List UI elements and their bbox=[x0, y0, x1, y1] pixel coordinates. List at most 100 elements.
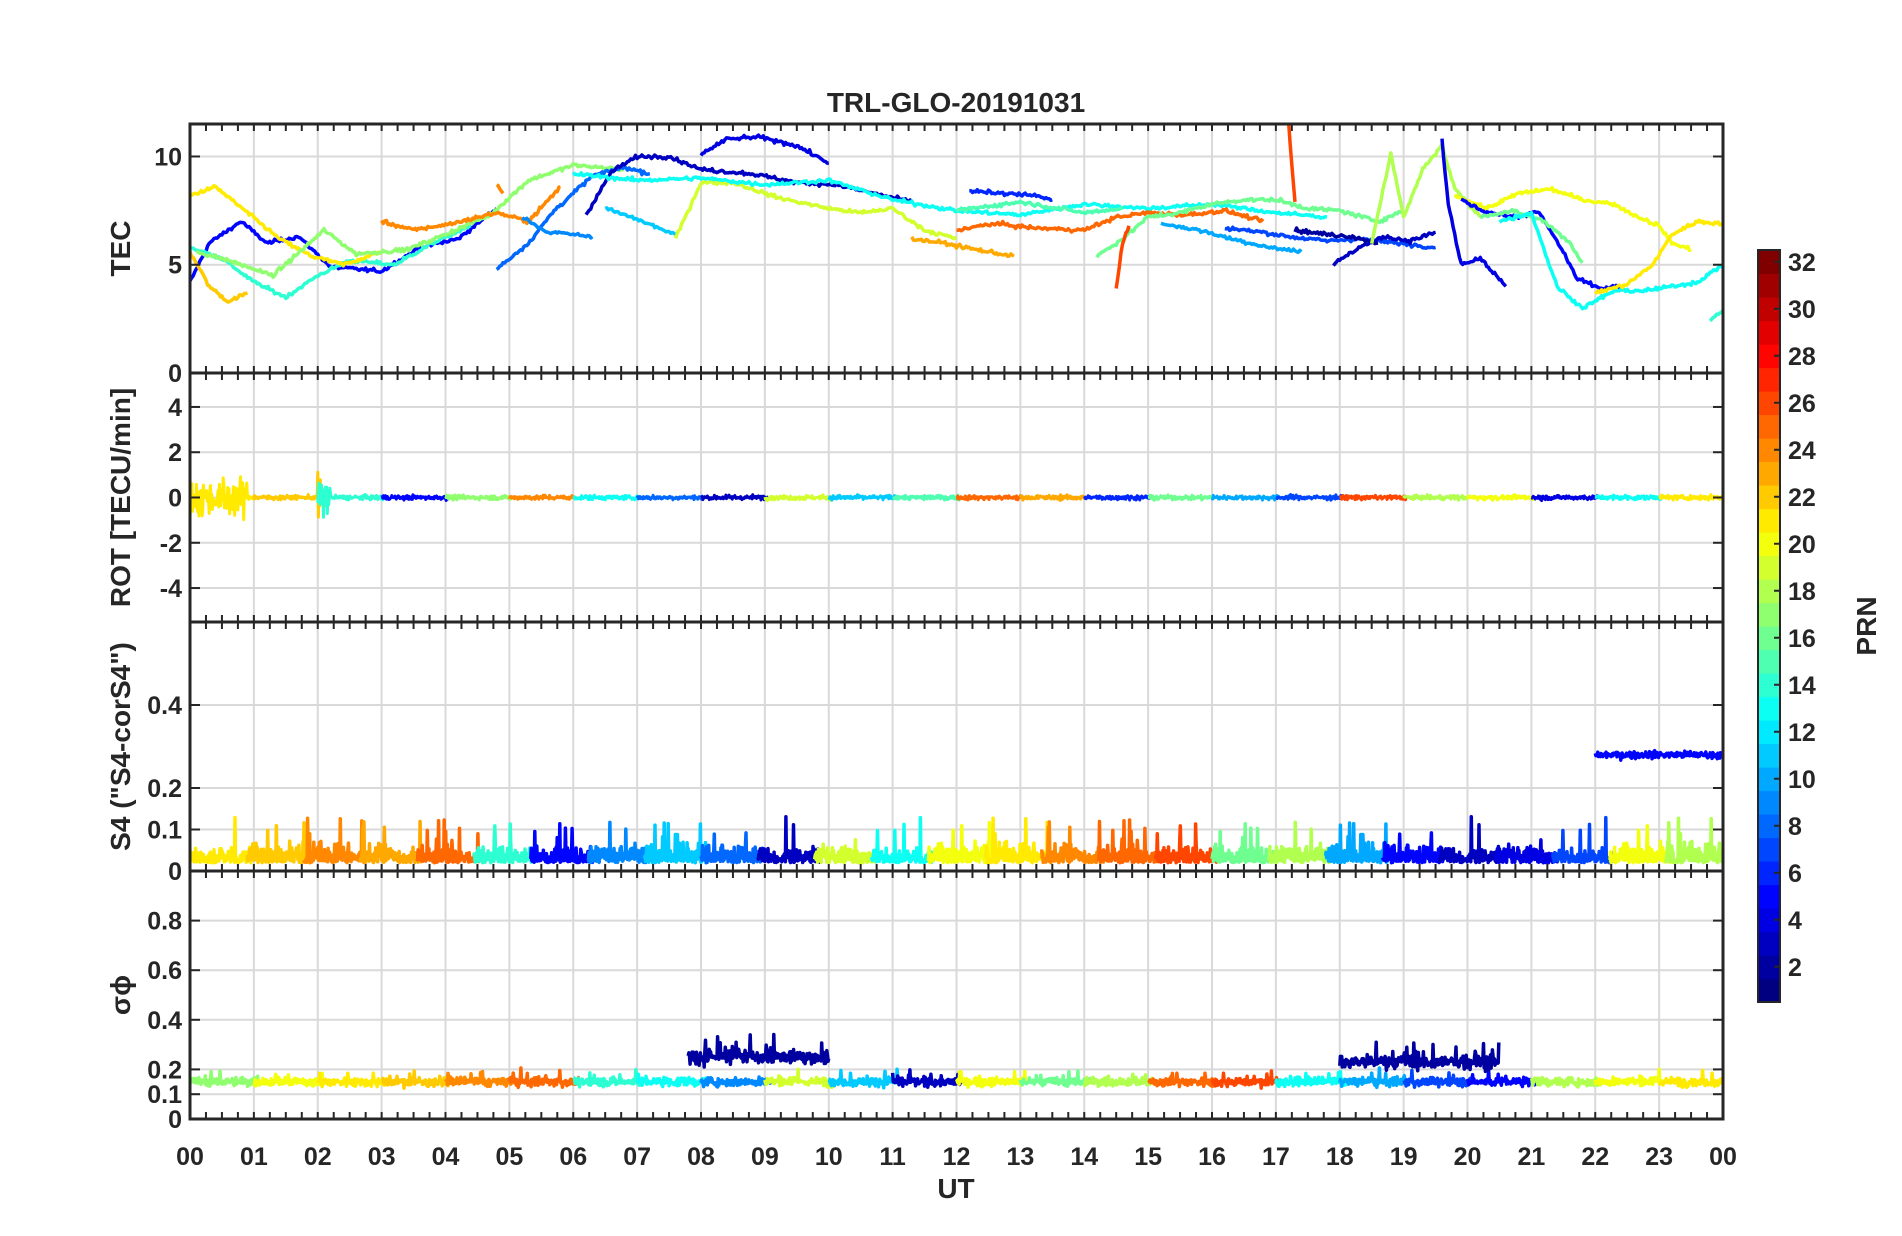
y-tick-label: 0.1 bbox=[147, 1081, 182, 1109]
tec-series-prn-14 bbox=[1708, 309, 1723, 323]
rot-series-prn-13 bbox=[1594, 493, 1664, 502]
rot-series-prn-10 bbox=[1210, 493, 1280, 502]
s4-series-prn-3 bbox=[1437, 815, 1504, 865]
colorbar-tick-label: 2 bbox=[1788, 954, 1802, 982]
rot-series-prn-22 bbox=[252, 470, 323, 519]
rot-series-prn-15 bbox=[891, 493, 962, 502]
x-tick-label: 17 bbox=[1262, 1143, 1290, 1171]
sigma-series-prn-20 bbox=[252, 1071, 326, 1088]
rot-series-prn-21 bbox=[190, 475, 258, 522]
rot-series-prn-6 bbox=[1083, 494, 1153, 502]
sigma-series-prn-18 bbox=[1529, 1075, 1603, 1089]
tec-series-prn-7 bbox=[1224, 225, 1437, 251]
tec-series-prn-17 bbox=[196, 161, 625, 280]
sigma-series-prn-14 bbox=[572, 1067, 646, 1089]
y-axis-label-s4: S4 ("S4-corS4") bbox=[105, 642, 136, 851]
s4-series-prn-8 bbox=[699, 831, 765, 865]
x-tick-label: 02 bbox=[304, 1143, 332, 1171]
y-tick-label: 0 bbox=[168, 858, 182, 886]
x-tick-label: 19 bbox=[1390, 1143, 1418, 1171]
colorbar-segment bbox=[1758, 720, 1780, 745]
rot-series-prn-7 bbox=[1275, 493, 1344, 502]
colorbar-frame bbox=[1757, 249, 1781, 1003]
colorbar-segment bbox=[1758, 626, 1780, 651]
tec-series-prn-4 bbox=[699, 133, 830, 165]
tec-series-prn-15 bbox=[955, 199, 1124, 216]
tec-series-prn-25 bbox=[956, 207, 1265, 234]
tec-series-prn-24 bbox=[495, 183, 505, 195]
x-tick-label: 03 bbox=[368, 1143, 396, 1171]
rot-series-prn-25 bbox=[955, 494, 1025, 502]
s4-series-prn-11 bbox=[642, 821, 709, 865]
colorbar-tick-label: 26 bbox=[1788, 390, 1816, 418]
tec-series-prn-20 bbox=[1453, 185, 1692, 253]
sigma-series-prn-7 bbox=[1402, 1068, 1475, 1089]
y-tick-label: 0 bbox=[168, 485, 182, 513]
tec-series-prn-9 bbox=[521, 216, 594, 240]
colorbar-segment bbox=[1758, 602, 1780, 627]
x-tick-label: 04 bbox=[432, 1143, 460, 1171]
sigma-series-prn-25 bbox=[507, 1066, 581, 1090]
colorbar-segment bbox=[1758, 438, 1780, 463]
sigma-series-prn-9 bbox=[699, 1075, 773, 1089]
colorbar-tick-label: 32 bbox=[1788, 249, 1816, 277]
y-tick-label: 0.2 bbox=[147, 775, 182, 803]
s4-series-prn-25 bbox=[415, 818, 482, 865]
x-tick-label: 07 bbox=[623, 1143, 651, 1171]
colorbar-segment bbox=[1758, 555, 1780, 580]
y-axis-label-tec: TEC bbox=[105, 221, 136, 277]
tec-series-prn-23 bbox=[910, 236, 1015, 259]
tec-series-prn-21 bbox=[190, 183, 383, 268]
rot-series-prn-16 bbox=[1147, 493, 1217, 502]
colorbar-segment bbox=[1758, 391, 1780, 416]
s4-series-prn-10 bbox=[1323, 821, 1390, 865]
colorbar-tick-label: 24 bbox=[1788, 437, 1816, 465]
x-tick-label: 09 bbox=[751, 1143, 779, 1171]
colorbar-segment bbox=[1758, 861, 1780, 886]
s4-series-prn-5 bbox=[1380, 831, 1447, 865]
y-tick-label: 0.1 bbox=[147, 817, 182, 845]
y-tick-label: 2 bbox=[168, 439, 182, 467]
colorbar-segment bbox=[1758, 978, 1780, 1003]
x-axis: 00 01 02 03 04 05 06 07 08 09 10 11 12 13 14 15 16 17 18 19… bbox=[176, 1143, 1737, 1171]
s4-series-prn-26 bbox=[1153, 822, 1220, 865]
colorbar-tick-label: 10 bbox=[1788, 766, 1816, 794]
s4-series-prn-7 bbox=[1550, 815, 1617, 865]
panel-s4: 0 0.1 0.2 0.4 S4 ("S4-corS4") bbox=[105, 620, 1725, 886]
s4-series-prn-18 bbox=[1267, 820, 1333, 865]
y-tick-label: -2 bbox=[160, 530, 182, 558]
s4-series-prn-19 bbox=[812, 838, 879, 865]
sigma-series-prn-17 bbox=[190, 1069, 262, 1089]
tec-series-prn-26 bbox=[1286, 124, 1297, 203]
s4-series-prn-20 bbox=[1608, 823, 1674, 865]
s4-series-prn-23 bbox=[358, 819, 425, 865]
tec-series-prn-24 bbox=[380, 185, 561, 233]
colorbar-segment bbox=[1758, 814, 1780, 839]
sigma-series-prn-16 bbox=[1018, 1069, 1093, 1088]
colorbar-segment bbox=[1758, 767, 1780, 792]
colorbar-segment bbox=[1758, 273, 1780, 298]
rot-series-prn-17 bbox=[444, 493, 514, 502]
rot-series-prn-4 bbox=[1530, 493, 1600, 503]
rot-series-prn-23 bbox=[1019, 493, 1089, 502]
s4-series-prn-5 bbox=[528, 822, 595, 865]
tec-series-prn-8 bbox=[495, 164, 651, 271]
colorbar-tick-label: 16 bbox=[1788, 625, 1816, 653]
x-tick-label: 22 bbox=[1581, 1143, 1609, 1171]
tec-series-prn-19 bbox=[673, 179, 958, 241]
tec-series-prn-5 bbox=[1460, 197, 1622, 292]
colorbar-tick-label: 30 bbox=[1788, 296, 1816, 324]
tec-series-prn-4 bbox=[1440, 138, 1508, 288]
sigma-series-prn-19 bbox=[763, 1067, 837, 1090]
tec-series-prn-10 bbox=[1160, 221, 1303, 255]
colorbar-segment bbox=[1758, 790, 1780, 815]
tec-series-prn-22 bbox=[190, 251, 249, 304]
colorbar-segment bbox=[1758, 579, 1780, 604]
plot-area-s4 bbox=[190, 748, 1723, 865]
panel-frame bbox=[188, 869, 1725, 1121]
tec-series-prn-21 bbox=[1593, 218, 1723, 295]
colorbar-segment bbox=[1758, 649, 1780, 674]
sigma-series-prn-20 bbox=[1593, 1067, 1666, 1088]
